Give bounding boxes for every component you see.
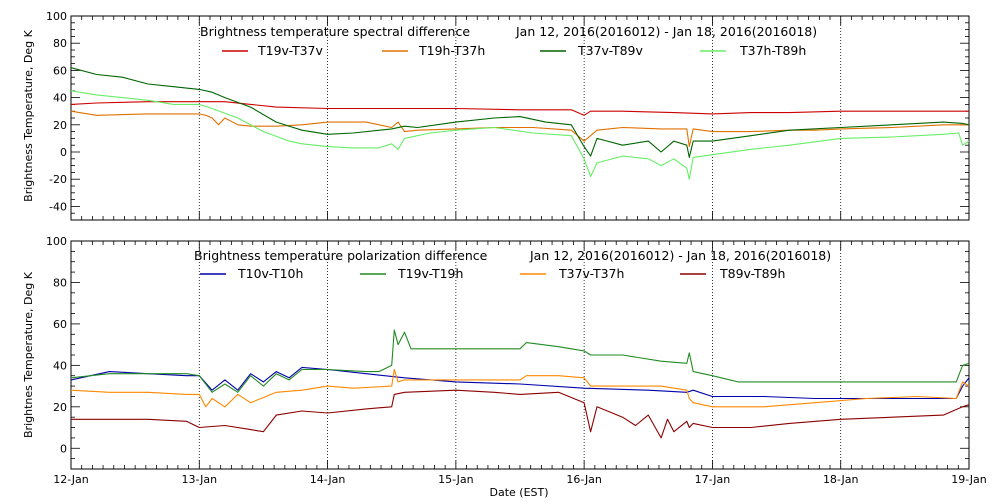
plot-frame: [70, 15, 970, 221]
y-tick-label: 80: [53, 37, 67, 50]
legend: T10v-T10h T19v-T19h T37v-T37h T89v-T89h: [200, 266, 785, 281]
legend-label-t37h-t89h: T37h-T89h: [739, 43, 806, 58]
legend-label-t89v-t89h: T89v-T89h: [719, 266, 785, 281]
plot-frame: [70, 240, 970, 470]
y-axis-label: Brightness Temperature, Deg K: [22, 29, 35, 201]
x-tick-label: 14-Jan: [310, 473, 346, 486]
series-line-t19v-t19h: [70, 329, 970, 393]
y-tick-label: 0: [60, 146, 67, 159]
series-line-t89v-t89h: [71, 389, 970, 439]
series-line-t10v-t10h: [70, 366, 970, 400]
x-tick-label: 13-Jan: [182, 473, 218, 486]
series-line-t19h-t37h: [70, 110, 969, 148]
legend-label-t37v-t37h: T37v-T37h: [558, 266, 624, 281]
y-tick-label: -40: [49, 200, 67, 213]
legend-label-t19v-t19h: T19v-T19h: [397, 266, 463, 281]
legend-label-t19h-t37h: T19h-T37h: [418, 43, 485, 58]
y-tick-label: 20: [53, 401, 67, 414]
legend-label-t10v-t10h: T10v-T10h: [237, 266, 303, 281]
y-tick-label: 60: [53, 318, 67, 331]
series-line-t37h-t89h: [70, 90, 970, 180]
panel-date-range: Jan 12, 2016(2016012) - Jan 18, 2016(201…: [515, 24, 817, 39]
polarization-difference-panel: Brightness temperature polarization diff…: [22, 235, 987, 499]
spectral-difference-panel: Brightness temperature spectral differen…: [22, 10, 970, 221]
y-tick-label: 40: [53, 92, 67, 105]
legend-label-t37v-t89v: T37v-T89v: [577, 43, 644, 58]
y-tick-label: -20: [49, 173, 67, 186]
series-line-t37v-t89v: [70, 67, 970, 158]
x-axis-label: Date (EST): [489, 486, 548, 499]
y-tick-label: 100: [46, 10, 67, 23]
x-tick-label: 18-Jan: [823, 473, 859, 486]
x-tick-label: 16-Jan: [566, 473, 602, 486]
x-tick-label: 12-Jan: [53, 473, 89, 486]
series-line-t19v-t37v: [70, 101, 969, 116]
series-line-t37v-t37h: [70, 368, 970, 408]
legend: T19v-T37v T19h-T37h T37v-T89v T37h-T89h: [222, 43, 806, 58]
panel-title: Brightness temperature polarization diff…: [194, 248, 488, 263]
x-tick-label: 19-Jan: [951, 473, 987, 486]
x-tick-label: 15-Jan: [438, 473, 474, 486]
panel-title: Brightness temperature spectral differen…: [200, 24, 470, 39]
y-tick-label: 20: [53, 119, 67, 132]
y-tick-label: 40: [53, 359, 67, 372]
y-tick-label: 80: [53, 276, 67, 289]
y-tick-label: 100: [46, 235, 67, 248]
y-tick-label: 60: [53, 64, 67, 77]
x-tick-label: 17-Jan: [695, 473, 731, 486]
y-tick-label: 0: [60, 442, 67, 455]
panel-date-range: Jan 12, 2016(2016012) - Jan 18, 2016(201…: [529, 248, 831, 263]
y-axis-label: Brightnes Temperature, Deg K: [22, 271, 35, 438]
legend-label-t19v-t37v: T19v-T37v: [257, 43, 324, 58]
